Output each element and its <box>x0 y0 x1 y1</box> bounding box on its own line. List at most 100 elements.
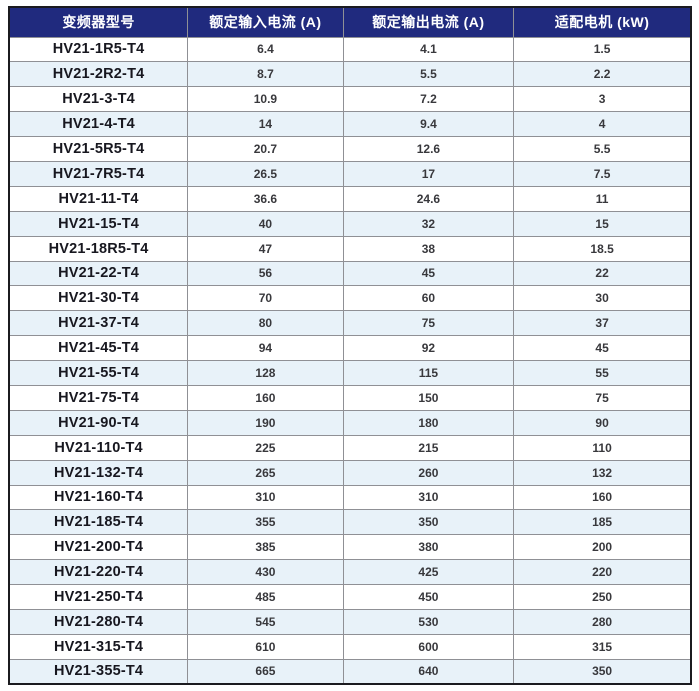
value-cell-rated-output-current: 425 <box>342 559 515 586</box>
value-cell-rated-output-current: 450 <box>342 584 515 610</box>
value-cell-rated-output-current: 180 <box>342 409 515 436</box>
model-cell: HV21-2R2-T4 <box>8 61 189 88</box>
table-row: HV21-355-T4 665 640 350 <box>8 658 692 685</box>
table-row: HV21-7R5-T4 26.5 17 7.5 <box>8 160 692 187</box>
table-body: HV21-1R5-T4 6.4 4.1 1.5 HV21-2R2-T4 8.7 5.5 2.2… <box>8 36 692 685</box>
model-cell: HV21-45-T4 <box>8 335 189 362</box>
model-cell: HV21-160-T4 <box>8 484 189 511</box>
value-cell-rated-input-current: 70 <box>187 285 344 312</box>
value-cell-rated-input-current: 665 <box>187 658 344 685</box>
table-row: HV21-30-T4 70 60 30 <box>8 285 692 312</box>
value-cell-rated-output-current: 32 <box>342 210 515 237</box>
value-cell-rated-input-current: 385 <box>187 534 344 561</box>
table-row: HV21-55-T4 128 115 55 <box>8 360 692 386</box>
table-row: HV21-4-T4 14 9.4 4 <box>8 111 692 138</box>
table-row: HV21-315-T4 610 600 315 <box>8 633 692 660</box>
value-cell-matching-motor: 11 <box>513 185 692 212</box>
value-cell-rated-input-current: 545 <box>187 608 344 635</box>
column-header-rated-output-current: 额定输出电流 (A) <box>342 6 515 38</box>
value-cell-rated-input-current: 10.9 <box>187 86 344 113</box>
value-cell-rated-output-current: 310 <box>342 484 515 511</box>
value-cell-matching-motor: 110 <box>513 434 692 461</box>
value-cell-rated-output-current: 640 <box>342 658 515 685</box>
value-cell-matching-motor: 37 <box>513 310 692 337</box>
value-cell-matching-motor: 220 <box>513 559 692 586</box>
value-cell-matching-motor: 30 <box>513 285 692 312</box>
model-cell: HV21-5R5-T4 <box>8 136 189 162</box>
table-row: HV21-250-T4 485 450 250 <box>8 584 692 610</box>
value-cell-rated-input-current: 430 <box>187 559 344 586</box>
value-cell-rated-output-current: 75 <box>342 310 515 337</box>
value-cell-rated-output-current: 7.2 <box>342 86 515 113</box>
table-row: HV21-220-T4 430 425 220 <box>8 559 692 586</box>
column-header-model: 变频器型号 <box>8 6 189 38</box>
value-cell-rated-input-current: 265 <box>187 459 344 486</box>
value-cell-rated-output-current: 4.1 <box>342 36 515 63</box>
model-cell: HV21-185-T4 <box>8 509 189 536</box>
model-cell: HV21-132-T4 <box>8 459 189 486</box>
value-cell-rated-input-current: 190 <box>187 409 344 436</box>
table-row: HV21-3-T4 10.9 7.2 3 <box>8 86 692 113</box>
value-cell-matching-motor: 250 <box>513 584 692 610</box>
value-cell-rated-input-current: 610 <box>187 633 344 660</box>
model-cell: HV21-18R5-T4 <box>8 235 189 262</box>
table-row: HV21-160-T4 310 310 160 <box>8 484 692 511</box>
value-cell-matching-motor: 185 <box>513 509 692 536</box>
value-cell-rated-input-current: 225 <box>187 434 344 461</box>
value-cell-matching-motor: 280 <box>513 608 692 635</box>
value-cell-rated-input-current: 40 <box>187 210 344 237</box>
value-cell-rated-output-current: 12.6 <box>342 136 515 162</box>
value-cell-matching-motor: 350 <box>513 658 692 685</box>
value-cell-matching-motor: 4 <box>513 111 692 138</box>
value-cell-rated-input-current: 56 <box>187 260 344 287</box>
model-cell: HV21-4-T4 <box>8 111 189 138</box>
model-cell: HV21-90-T4 <box>8 409 189 436</box>
value-cell-rated-input-current: 128 <box>187 360 344 386</box>
table-row: HV21-37-T4 80 75 37 <box>8 310 692 337</box>
model-cell: HV21-3-T4 <box>8 86 189 113</box>
table-header: 变频器型号 额定输入电流 (A) 额定输出电流 (A) 适配电机 (kW) <box>8 6 692 38</box>
value-cell-rated-output-current: 260 <box>342 459 515 486</box>
inverter-spec-table: 变频器型号 额定输入电流 (A) 额定输出电流 (A) 适配电机 (kW) HV21-… <box>8 6 692 686</box>
value-cell-rated-input-current: 47 <box>187 235 344 262</box>
value-cell-matching-motor: 5.5 <box>513 136 692 162</box>
value-cell-matching-motor: 18.5 <box>513 235 692 262</box>
table-row: HV21-90-T4 190 180 90 <box>8 409 692 436</box>
model-cell: HV21-315-T4 <box>8 633 189 660</box>
table-row: HV21-110-T4 225 215 110 <box>8 434 692 461</box>
model-cell: HV21-1R5-T4 <box>8 36 189 63</box>
value-cell-rated-output-current: 92 <box>342 335 515 362</box>
table-row: HV21-200-T4 385 380 200 <box>8 534 692 561</box>
value-cell-rated-output-current: 9.4 <box>342 111 515 138</box>
value-cell-rated-input-current: 355 <box>187 509 344 536</box>
value-cell-rated-input-current: 485 <box>187 584 344 610</box>
value-cell-rated-output-current: 530 <box>342 608 515 635</box>
value-cell-matching-motor: 55 <box>513 360 692 386</box>
model-cell: HV21-22-T4 <box>8 260 189 287</box>
table-row: HV21-18R5-T4 47 38 18.5 <box>8 235 692 262</box>
model-cell: HV21-55-T4 <box>8 360 189 386</box>
value-cell-rated-output-current: 17 <box>342 160 515 187</box>
model-cell: HV21-110-T4 <box>8 434 189 461</box>
value-cell-matching-motor: 132 <box>513 459 692 486</box>
model-cell: HV21-11-T4 <box>8 185 189 212</box>
table-row: HV21-15-T4 40 32 15 <box>8 210 692 237</box>
value-cell-matching-motor: 90 <box>513 409 692 436</box>
value-cell-rated-output-current: 115 <box>342 360 515 386</box>
value-cell-rated-output-current: 350 <box>342 509 515 536</box>
value-cell-rated-output-current: 24.6 <box>342 185 515 212</box>
value-cell-rated-input-current: 6.4 <box>187 36 344 63</box>
value-cell-rated-output-current: 600 <box>342 633 515 660</box>
value-cell-matching-motor: 75 <box>513 384 692 411</box>
value-cell-matching-motor: 7.5 <box>513 160 692 187</box>
value-cell-rated-output-current: 380 <box>342 534 515 561</box>
column-header-matching-motor: 适配电机 (kW) <box>513 6 692 38</box>
value-cell-rated-input-current: 94 <box>187 335 344 362</box>
value-cell-rated-input-current: 8.7 <box>187 61 344 88</box>
value-cell-rated-input-current: 160 <box>187 384 344 411</box>
value-cell-rated-output-current: 150 <box>342 384 515 411</box>
model-cell: HV21-280-T4 <box>8 608 189 635</box>
value-cell-rated-input-current: 26.5 <box>187 160 344 187</box>
table-row: HV21-75-T4 160 150 75 <box>8 384 692 411</box>
